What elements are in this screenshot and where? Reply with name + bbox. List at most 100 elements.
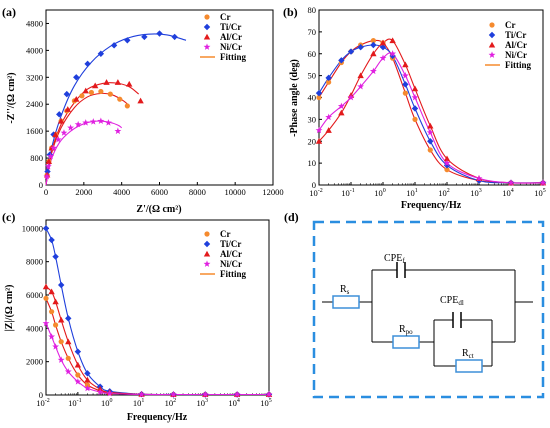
panel-a-data-points [43, 30, 178, 180]
panel-c-point-al [65, 338, 72, 345]
panel-a-point-ti [141, 33, 148, 41]
panel-c-xtick-exp: 3 [205, 398, 208, 404]
panel-b-point-al [443, 155, 451, 162]
panel-a-ytick-label: 800 [30, 153, 43, 163]
panel-c-point-ni [138, 390, 145, 398]
panel-b-xtick-exp: 1 [415, 188, 418, 194]
panel-b-legend-marker-cr [489, 22, 495, 28]
panel-b-point-al [338, 109, 345, 116]
panel-b-data-points [315, 37, 547, 187]
panel-b-xtick-exp: 5 [543, 188, 546, 194]
panel-b-ytick-label: 40 [308, 93, 317, 103]
panel-b-ytick-label: 60 [308, 49, 317, 59]
panel-b-xtick-exp: 4 [511, 188, 514, 194]
panel-a-point-al [52, 131, 59, 138]
panel-b-xtick-exp: 3 [479, 188, 482, 194]
panel-a-label: (a) [2, 5, 16, 19]
panel-c-legend-marker-al [203, 250, 211, 257]
panel-c-xtick-exp: -1 [77, 398, 82, 404]
panel-c-legend-label-cr: Cr [220, 229, 231, 239]
panel-a-xtick-label: 10000 [225, 187, 246, 197]
panel-b-xtick-label: 105 [534, 188, 546, 198]
panel-b-point-ti [389, 52, 396, 60]
panel-a-point-ti [171, 33, 178, 41]
panel-a-fit-ni [45, 120, 123, 186]
panel-c-ytick-label: 2000 [26, 357, 43, 367]
panel-a-legend-marker-al [203, 33, 211, 40]
panel-c-point-ni [42, 319, 50, 327]
panel-c-legend-label-fitting: Fitting [220, 269, 246, 279]
panel-c-data-points [42, 225, 273, 398]
panel-c-xlabel: Frequency/Hz [127, 412, 188, 423]
panel-a-point-al [57, 117, 65, 124]
panel-b-point-ni [411, 93, 419, 101]
panel-a-xtick-label: 4000 [113, 187, 130, 197]
panel-c-legend-label-ni: Ni/Cr [220, 259, 242, 269]
panel-b-point-ni [357, 82, 365, 90]
panel-b-ylabel: -Phase angle (deg) [289, 59, 300, 137]
panel-a-point-cr [124, 103, 130, 109]
panel-a-ytick-label: 4800 [26, 18, 43, 28]
panel-a-point-cr [79, 93, 85, 99]
panel-a-point-ti [63, 90, 71, 98]
panel-a-point-ti [110, 42, 118, 49]
panel-c-point-cr [43, 295, 49, 301]
panel-a-point-al [82, 87, 89, 94]
panel-b-point-ti [357, 43, 364, 51]
panel-a-point-cr [98, 88, 104, 95]
panel-a-legend-label-ni: Ni/Cr [220, 42, 242, 52]
panel-a-point-al [91, 82, 99, 89]
panel-b-label: (b) [283, 5, 298, 19]
panel-c-ytick-label: 6000 [26, 290, 43, 300]
panel-a-fit-al [45, 82, 140, 186]
panel-c-xtick-label: 103 [197, 398, 209, 408]
panel-b-point-cr [427, 147, 433, 153]
panel-b-ytick-label: 30 [308, 114, 317, 124]
panel-b-point-ti [443, 162, 451, 169]
panel-c-xtick-exp: 4 [237, 398, 240, 404]
panel-a-point-al [126, 80, 133, 87]
panel-a-ytick-label: 4000 [26, 45, 43, 55]
panel-b-point-ni [315, 126, 323, 134]
panel-b-point-ni [401, 72, 409, 79]
panel-b-point-cr [370, 38, 376, 44]
panel-b-point-ti [347, 48, 355, 55]
panel-a-xtick-label: 0 [44, 187, 48, 197]
panel-b-ytick-label: 50 [308, 71, 317, 81]
panel-c-point-ni [74, 378, 82, 385]
panel-b-legend-marker-ni [488, 51, 496, 58]
panel-b-xtick-label: 10-1 [341, 188, 355, 198]
circuit-wires [322, 269, 533, 367]
panel-c-fit-al [45, 286, 269, 396]
panel-d: (d) [284, 210, 545, 399]
panel-c-label: (c) [2, 210, 15, 224]
panel-a-point-cr [88, 89, 94, 96]
panel-b-xtick-label: 10-2 [309, 188, 323, 198]
panel-c-xtick-exp: 5 [269, 398, 272, 404]
panel-a-ylabel: -Z''/(Ω cm²) [6, 72, 17, 123]
label-rct: Rct [462, 348, 474, 360]
panel-b-point-ni [475, 174, 483, 182]
resistor-rs [332, 295, 360, 309]
panel-b-point-al [411, 85, 419, 92]
panel-b-xtick-label: 104 [502, 188, 514, 198]
panel-b-point-cr [402, 90, 408, 96]
panel-b-point-al [370, 50, 377, 57]
panel-c-legend-marker-ni [203, 260, 211, 267]
panel-a-xtick-label: 8000 [189, 187, 206, 197]
panel-c-ytick-label: 8000 [26, 257, 43, 267]
panel-c-ytick-label: 0 [39, 390, 43, 400]
panel-b-point-ti [325, 74, 332, 82]
panel-b-point-al [357, 72, 364, 79]
panel-c-xtick-exp: -2 [45, 398, 50, 404]
panel-b-point-cr [326, 79, 332, 85]
panel-b-xtick-label: 102 [438, 188, 450, 198]
panel-a-point-ni [50, 144, 57, 151]
resistor-rct [455, 359, 483, 373]
panel-b-point-al [402, 61, 409, 68]
panel-c-point-cr [52, 322, 59, 328]
panel-b-ytick-label: 80 [308, 5, 317, 15]
